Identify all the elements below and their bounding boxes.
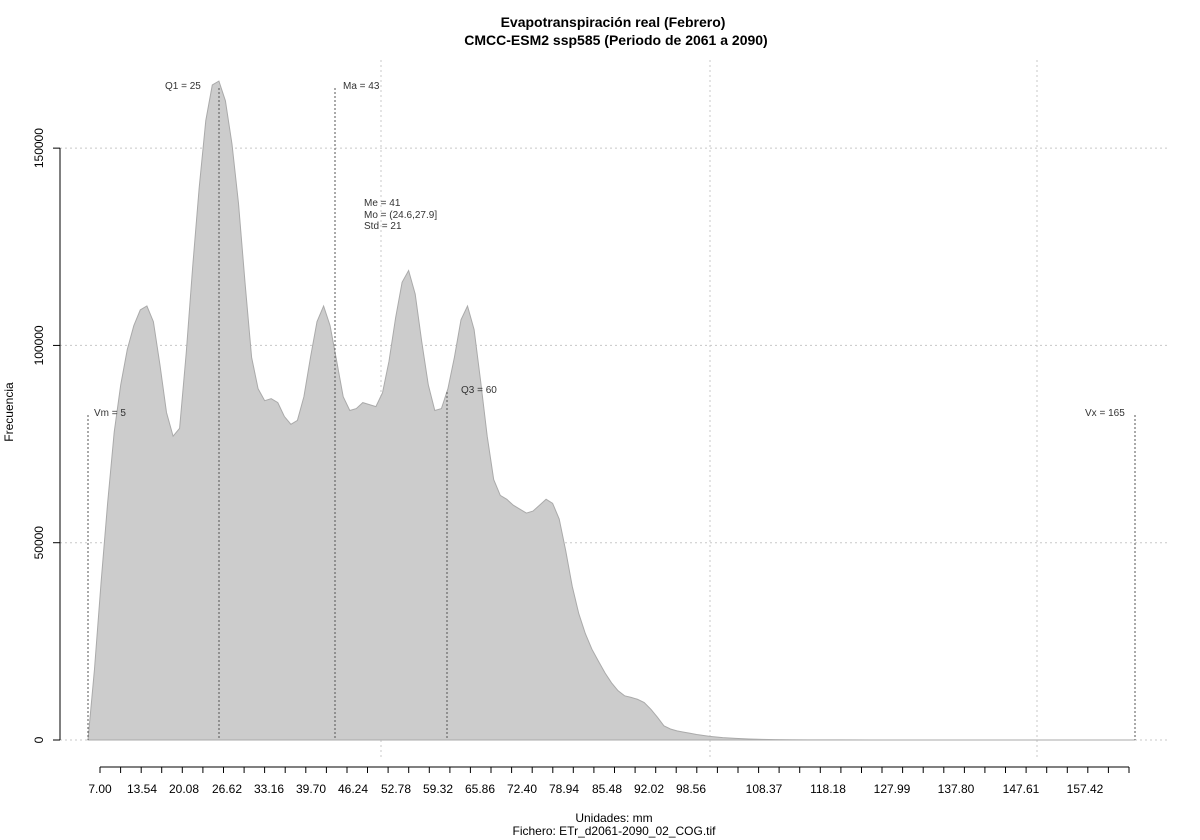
chart-title: Evapotranspiración real (Febrero) <box>501 14 726 30</box>
x-tick-label: 108.37 <box>746 782 783 796</box>
annotation-std: Std = 21 <box>364 221 402 232</box>
stat-lines <box>87 88 1136 740</box>
x-tick-label: 98.56 <box>676 782 706 796</box>
y-tick-label: 50000 <box>32 526 46 560</box>
x-tick-label: 137.80 <box>938 782 975 796</box>
x-tick-label: 59.32 <box>423 782 453 796</box>
x-tick-label: 118.18 <box>810 782 846 796</box>
annotation-mode: Mo = (24.6,27.9] <box>364 210 437 221</box>
x-tick-label: 26.62 <box>212 782 242 796</box>
x-tick-label: 7.00 <box>88 782 112 796</box>
x-tick-label: 33.16 <box>254 782 284 796</box>
density-area <box>87 80 1135 741</box>
y-axis: 0 50000 100000 150000 <box>32 128 61 743</box>
x-axis: 7.00 13.54 20.08 26.62 33.16 39.70 46.24 52.78 5… <box>88 766 1130 796</box>
x-tick-label: 20.08 <box>169 782 199 796</box>
annotation-vx: Vx = 165 <box>1085 408 1125 419</box>
x-tick-label: 78.94 <box>549 782 579 796</box>
x-tick-label: 39.70 <box>296 782 326 796</box>
x-tick-label: 65.86 <box>465 782 495 796</box>
annotation-vm: Vm = 5 <box>94 408 126 419</box>
x-axis-label: Unidades: mm <box>575 811 652 825</box>
y-tick-label: 0 <box>32 736 46 743</box>
x-tick-label: 72.40 <box>507 782 537 796</box>
annotation-ma: Ma = 43 <box>343 81 380 92</box>
x-tick-label: 92.02 <box>634 782 664 796</box>
chart-caption: Fichero: ETr_d2061-2090_02_COG.tif <box>513 824 717 838</box>
x-tick-label: 46.24 <box>338 782 368 796</box>
x-tick-label: 157.42 <box>1067 782 1104 796</box>
annotation-q3: Q3 = 60 <box>461 385 497 396</box>
y-axis-label: Frecuencia <box>2 382 16 442</box>
x-tick-label: 52.78 <box>381 782 411 796</box>
x-tick-label: 127.99 <box>874 782 911 796</box>
y-tick-label: 100000 <box>32 325 46 365</box>
x-tick-label: 147.61 <box>1003 782 1040 796</box>
chart-subtitle: CMCC-ESM2 ssp585 (Periodo de 2061 a 2090… <box>464 32 767 48</box>
x-tick-label: 85.48 <box>592 782 622 796</box>
y-tick-label: 150000 <box>32 128 46 168</box>
x-tick-label: 13.54 <box>127 782 157 796</box>
annotation-median: Me = 41 <box>364 198 401 209</box>
annotation-q1: Q1 = 25 <box>165 81 201 92</box>
